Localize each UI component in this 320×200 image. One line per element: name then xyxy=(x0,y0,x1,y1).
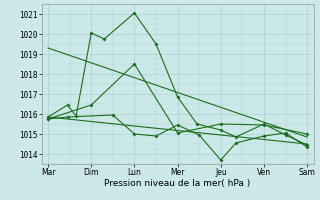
X-axis label: Pression niveau de la mer( hPa ): Pression niveau de la mer( hPa ) xyxy=(104,179,251,188)
